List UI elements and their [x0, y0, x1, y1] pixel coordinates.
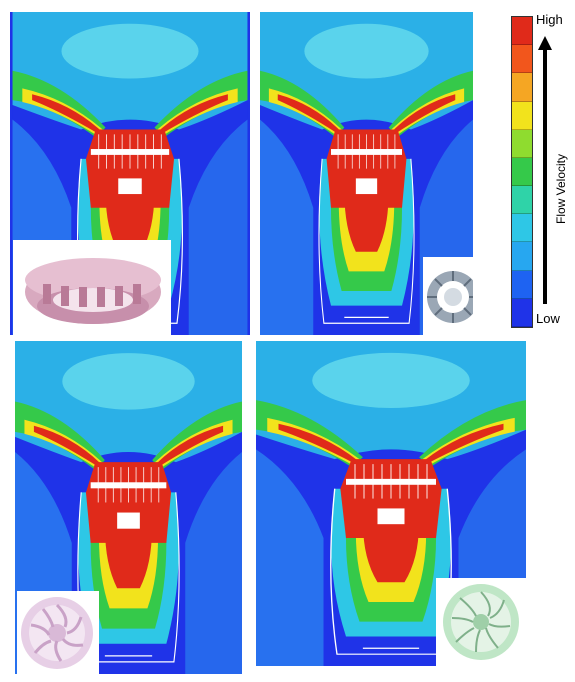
legend-color-bar	[511, 16, 533, 328]
legend-color-segment	[512, 214, 532, 243]
legend-color-segment	[512, 270, 532, 299]
cfd-panel-top-right	[260, 12, 473, 335]
legend-color-segment	[512, 157, 532, 187]
mixed-flow-impeller-icon	[443, 584, 519, 660]
legend-color-segment	[512, 17, 532, 46]
cfd-panel-bottom-left	[15, 341, 242, 674]
legend-high-label: High	[536, 12, 563, 27]
legend-color-segment	[512, 101, 532, 130]
legend-color-segment	[512, 129, 532, 158]
legend-color-segment	[512, 73, 532, 102]
legend-color-segment	[512, 242, 532, 271]
backward-curved-impeller-icon	[25, 258, 161, 324]
legend-axis-label: Flow Velocity	[554, 153, 568, 225]
impeller-thumbnail	[17, 591, 99, 674]
cfd-panel-bottom-right	[256, 341, 526, 666]
cfd-panel-top-left	[10, 12, 250, 335]
impeller-thumbnail	[436, 578, 526, 666]
radial-blade-impeller-icon	[427, 271, 473, 323]
up-arrow-icon	[538, 36, 552, 304]
color-legend: High Low Flow Velocity	[508, 10, 575, 330]
impeller-thumbnail	[423, 257, 473, 335]
impeller-thumbnail	[13, 240, 171, 335]
legend-color-segment	[512, 186, 532, 215]
legend-color-segment	[512, 298, 532, 327]
forward-curved-impeller-icon	[21, 597, 93, 669]
legend-color-segment	[512, 45, 532, 74]
legend-low-label: Low	[536, 311, 560, 326]
